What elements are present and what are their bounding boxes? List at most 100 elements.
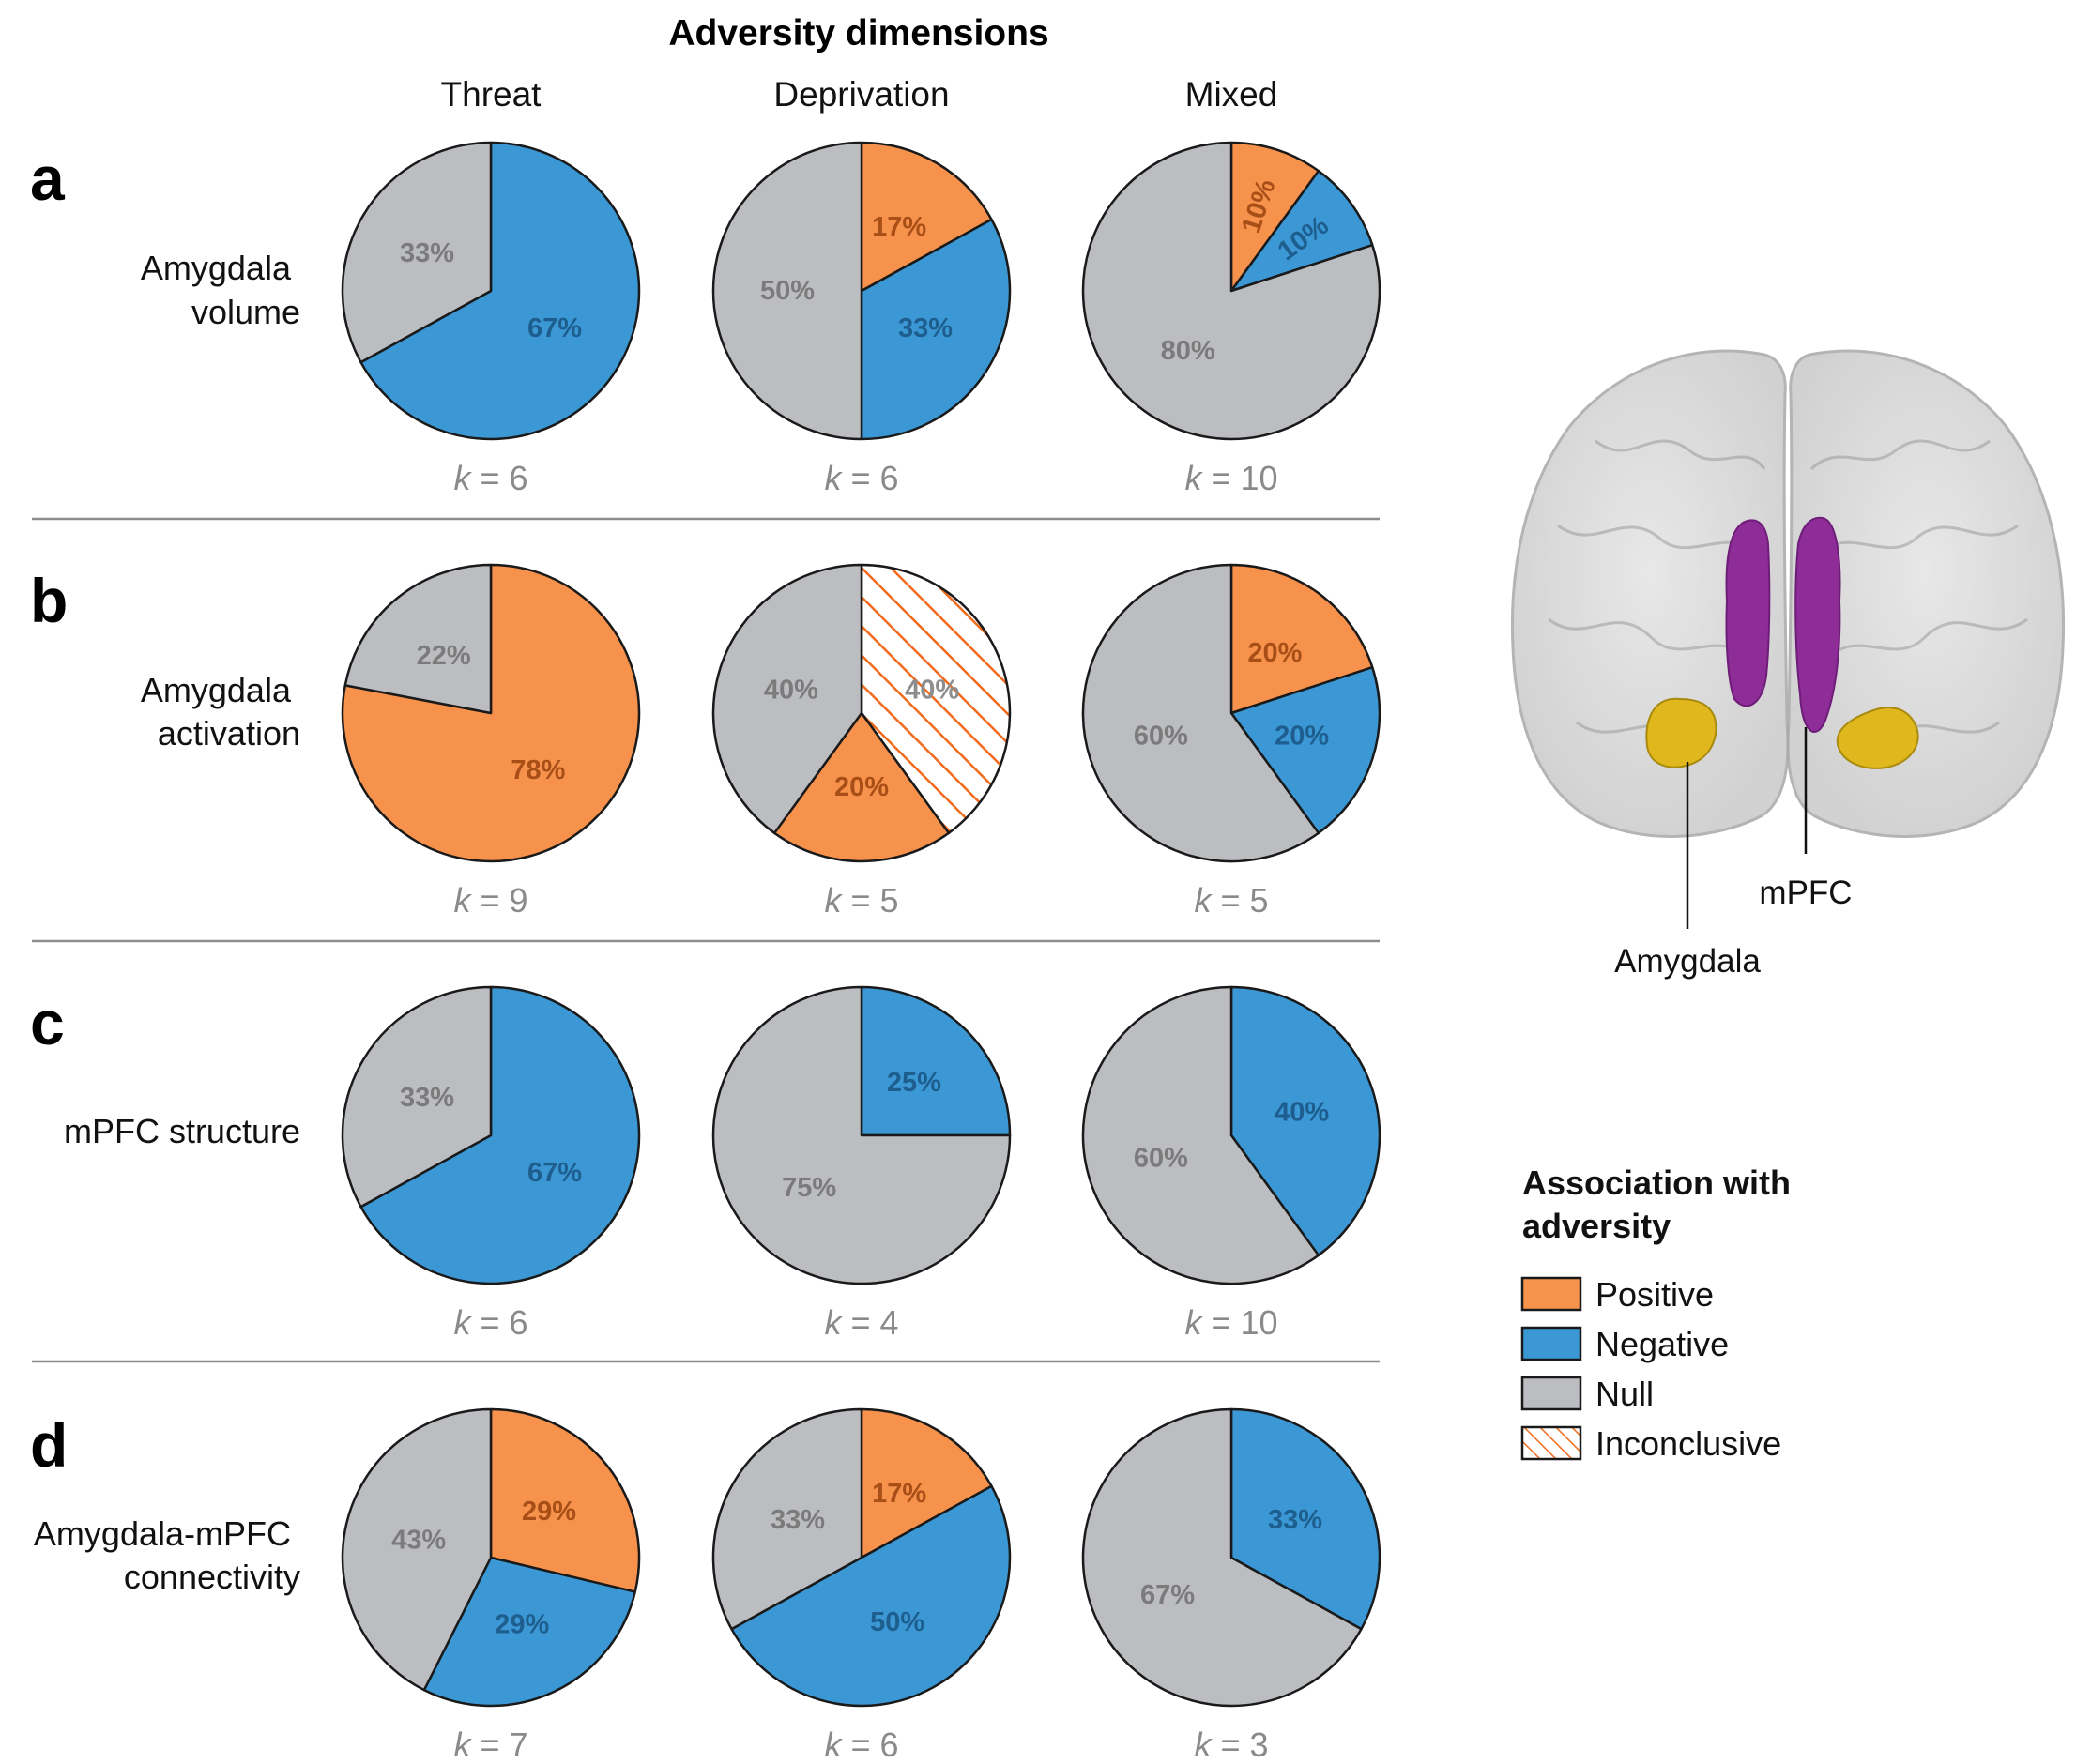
- pie-amygdala-mpfc-connectivity-mixed-slice-null: [1081, 1407, 1363, 1708]
- pie-amygdala-volume-threat: 67% 33% k = 6: [341, 141, 641, 497]
- pie-amygdala-mpfc-connectivity-mixed-label-null: 67%: [1140, 1580, 1195, 1610]
- pie-amygdala-activation-deprivation-label-positive: 20%: [834, 772, 889, 802]
- column-header-mixed: Mixed: [1185, 75, 1278, 114]
- pie-mpfc-structure-threat: 67% 33% k = 6: [341, 985, 641, 1342]
- pie-amygdala-mpfc-connectivity-threat-label-positive: 29%: [522, 1497, 576, 1527]
- pie-amygdala-mpfc-connectivity-deprivation-label-negative: 50%: [870, 1607, 924, 1637]
- pie-amygdala-volume-threat-label-negative: 67%: [527, 313, 582, 343]
- figure-title: Adversity dimensions: [668, 13, 1048, 53]
- brain-label-mpfc: mPFC: [1759, 874, 1852, 911]
- pie-amygdala-volume-deprivation-slice-positive: [860, 141, 993, 293]
- column-header-deprivation: Deprivation: [773, 75, 949, 114]
- pie-amygdala-mpfc-connectivity-deprivation: 17% 50% 33% k = 6: [711, 1407, 1012, 1764]
- pie-amygdala-activation-threat-label-positive: 78%: [511, 755, 565, 785]
- pie-mpfc-structure-deprivation-label-null: 75%: [782, 1173, 836, 1203]
- amygdala-left: [1645, 697, 1717, 768]
- pie-amygdala-volume-deprivation-slice-negative: [860, 218, 1012, 441]
- pie-amygdala-mpfc-connectivity-threat-label-negative: 29%: [495, 1610, 549, 1640]
- panel-letter-d: d: [30, 1410, 68, 1480]
- pie-mpfc-structure-mixed: 40% 60% k = 10: [1081, 985, 1381, 1342]
- pie-mpfc-structure-deprivation-label-negative: 25%: [887, 1068, 941, 1098]
- pie-amygdala-activation-mixed: 20% 20% 60% k = 5: [1081, 563, 1381, 920]
- brain-left-hemisphere: [1510, 349, 1790, 838]
- pie-mpfc-structure-threat-label-negative: 67%: [527, 1158, 582, 1188]
- pie-mpfc-structure-threat-slice-negative: [359, 985, 641, 1285]
- pie-amygdala-mpfc-connectivity-deprivation-slice-negative: [730, 1484, 1012, 1708]
- row-label-amygdala-activation: Amygdala activation: [141, 671, 300, 753]
- legend-label-negative: Negative: [1595, 1325, 1729, 1363]
- pie-amygdala-mpfc-connectivity-deprivation-slice-positive: [860, 1407, 993, 1559]
- brain-label-amygdala: Amygdala: [1614, 943, 1761, 980]
- pie-amygdala-activation-mixed-slice-negative: [1229, 665, 1381, 835]
- pie-amygdala-activation-deprivation-label-null: 40%: [764, 676, 818, 706]
- pie-amygdala-mpfc-connectivity-mixed-slice-negative: [1229, 1407, 1381, 1631]
- pie-amygdala-activation-deprivation-label-inconclusive: 40%: [905, 676, 959, 706]
- brain-illustration: mPFC Amygdala: [1510, 349, 2066, 980]
- pie-mpfc-structure-threat-label-null: 33%: [400, 1083, 454, 1113]
- mpfc-left: [1725, 519, 1771, 707]
- amygdala-right: [1836, 707, 1919, 769]
- row-label-mpfc-structure: mPFC structure: [64, 1112, 300, 1150]
- legend-swatch-null: [1520, 1376, 1582, 1411]
- pie-amygdala-activation-mixed-label-negative: 20%: [1275, 721, 1329, 751]
- pie-amygdala-volume-mixed: 10%10%80%k = 10: [1081, 141, 1381, 497]
- pie-mpfc-structure-mixed-k-value: k = 10: [1184, 1303, 1277, 1342]
- pie-amygdala-volume-deprivation-label-positive: 17%: [872, 212, 926, 242]
- pie-amygdala-activation-deprivation-slice-null: [711, 563, 863, 835]
- pie-amygdala-activation-deprivation-k-value: k = 5: [824, 881, 898, 920]
- row-label-amygdala-volume: Amygdala volume: [141, 249, 300, 331]
- legend-label-inconclusive: Inconclusive: [1595, 1424, 1781, 1463]
- pie-mpfc-structure-deprivation-k-value: k = 4: [824, 1303, 898, 1342]
- legend-title: Association with adversity: [1522, 1163, 1800, 1245]
- legend-swatch-inconclusive: [1520, 1425, 1582, 1461]
- pie-amygdala-mpfc-connectivity-mixed-k-value: k = 3: [1194, 1726, 1268, 1764]
- legend-label-positive: Positive: [1595, 1275, 1714, 1314]
- mpfc-right: [1794, 516, 1841, 733]
- pie-amygdala-activation-mixed-label-positive: 20%: [1247, 638, 1302, 668]
- pie-amygdala-volume-deprivation: 17% 33% 50% k = 6: [711, 141, 1012, 497]
- pie-amygdala-volume-deprivation-label-null: 50%: [760, 276, 815, 306]
- legend-swatch-negative: [1520, 1326, 1582, 1361]
- pie-mpfc-structure-threat-k-value: k = 6: [453, 1303, 527, 1342]
- pie-mpfc-structure-deprivation-slice-negative: [860, 985, 1012, 1137]
- pie-amygdala-volume-mixed-label-null: 80%: [1161, 336, 1215, 366]
- panel-letter-c: c: [30, 988, 65, 1057]
- panel-letter-b: b: [30, 566, 68, 635]
- pie-amygdala-mpfc-connectivity-threat-slice-negative: [422, 1556, 636, 1708]
- pie-mpfc-structure-deprivation-slice-null: [711, 985, 1012, 1285]
- pie-amygdala-volume-mixed-slice-negative: [1229, 169, 1374, 293]
- pie-amygdala-mpfc-connectivity-deprivation-label-positive: 17%: [872, 1479, 926, 1509]
- pie-amygdala-volume-deprivation-k-value: k = 6: [824, 459, 898, 497]
- column-header-threat: Threat: [441, 75, 542, 114]
- row-label-amygdala-mpfc-connectivity: Amygdala-mPFC connectivity: [34, 1514, 300, 1596]
- pie-amygdala-activation-threat: 78% 22% k = 9: [341, 563, 641, 920]
- pie-amygdala-mpfc-connectivity-threat-slice-null: [341, 1407, 493, 1692]
- pie-amygdala-mpfc-connectivity-mixed: 33% 67% k = 3: [1081, 1407, 1381, 1764]
- legend: Association with adversity Positive Negat…: [1520, 1163, 1800, 1463]
- pie-amygdala-mpfc-connectivity-deprivation-slice-null: [711, 1407, 863, 1631]
- legend-label-null: Null: [1595, 1375, 1654, 1413]
- pie-amygdala-mpfc-connectivity-threat-label-null: 43%: [391, 1526, 446, 1556]
- pie-amygdala-volume-mixed-k-value: k = 10: [1184, 459, 1277, 497]
- pie-amygdala-volume-mixed-slice-positive: [1229, 141, 1320, 293]
- pie-amygdala-activation-deprivation-slice-inconclusive: [860, 563, 1012, 835]
- pie-amygdala-activation-threat-slice-null: [343, 563, 493, 715]
- pie-amygdala-mpfc-connectivity-threat-slice-positive: [489, 1407, 641, 1593]
- pie-mpfc-structure-mixed-slice-negative: [1229, 985, 1381, 1257]
- pie-amygdala-activation-threat-label-null: 22%: [417, 641, 471, 671]
- brain-right-hemisphere: [1786, 349, 2066, 838]
- pie-amygdala-activation-mixed-label-null: 60%: [1134, 721, 1188, 751]
- legend-swatch-positive: [1520, 1276, 1582, 1312]
- pie-amygdala-activation-mixed-slice-null: [1081, 563, 1320, 863]
- panel-letter-a: a: [30, 144, 66, 213]
- pie-amygdala-volume-threat-k-value: k = 6: [453, 459, 527, 497]
- pie-amygdala-volume-deprivation-slice-null: [711, 141, 863, 441]
- pie-mpfc-structure-mixed-label-negative: 40%: [1275, 1098, 1329, 1128]
- pie-mpfc-structure-deprivation: 25% 75% k = 4: [711, 985, 1012, 1342]
- pie-mpfc-structure-threat-slice-null: [341, 985, 493, 1209]
- pie-amygdala-volume-deprivation-label-negative: 33%: [898, 313, 953, 343]
- pie-amygdala-volume-threat-slice-null: [341, 141, 493, 364]
- pie-mpfc-structure-mixed-label-null: 60%: [1134, 1143, 1188, 1173]
- pie-amygdala-activation-mixed-slice-positive: [1229, 563, 1374, 715]
- pie-amygdala-activation-deprivation: 40% 20% 40% k = 5: [711, 563, 1012, 920]
